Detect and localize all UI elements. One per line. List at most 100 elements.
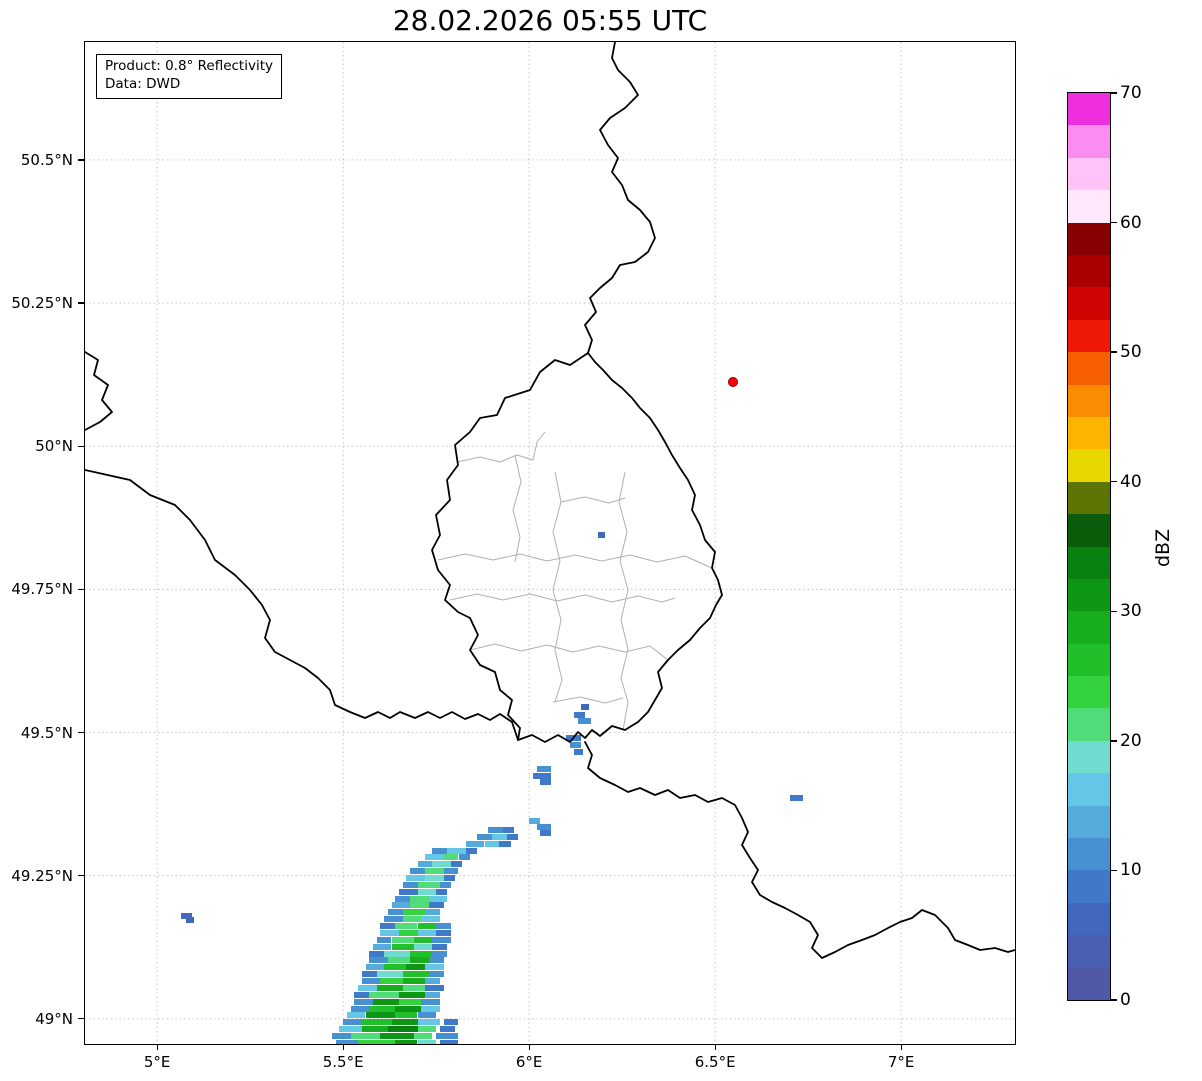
y-tick-mark xyxy=(78,588,84,591)
annotation-box: Product: 0.8° Reflectivity Data: DWD xyxy=(96,54,282,99)
radar-echo xyxy=(428,957,444,964)
map-plot-area: Product: 0.8° Reflectivity Data: DWD xyxy=(84,41,1016,1045)
radar-echo xyxy=(425,909,440,916)
radar-echo xyxy=(417,888,437,895)
radar-echo xyxy=(436,1033,459,1039)
radar-echo xyxy=(346,1012,366,1019)
colorbar-tick-mark xyxy=(1110,92,1117,94)
canton-border-path xyxy=(618,471,629,731)
radar-echo xyxy=(499,840,511,847)
colorbar-band xyxy=(1068,838,1110,870)
radar-echo xyxy=(391,936,414,943)
radar-echo-layer xyxy=(85,42,1015,1044)
radar-echo xyxy=(577,718,591,725)
radar-echo xyxy=(402,909,425,916)
y-tick-mark xyxy=(78,302,84,304)
radar-echo xyxy=(443,868,459,875)
canton-border-path xyxy=(512,454,522,563)
radar-echo xyxy=(384,916,403,923)
y-tick-mark xyxy=(78,445,84,447)
annotation-source-line: Data: DWD xyxy=(105,75,181,92)
canton-borders xyxy=(437,431,713,731)
x-tick-mark xyxy=(900,1044,902,1050)
colorbar-tick-label: 10 xyxy=(1120,860,1142,881)
radar-echo xyxy=(506,833,518,840)
radar-echo xyxy=(428,902,444,909)
canton-border-path xyxy=(449,593,676,603)
radar-echo xyxy=(536,824,552,830)
colorbar-band xyxy=(1068,190,1110,223)
x-tick-mark xyxy=(714,1044,716,1050)
radar-echo xyxy=(365,964,385,971)
radar-echo xyxy=(391,902,411,909)
colorbar-band xyxy=(1068,741,1110,773)
colorbar-tick-mark xyxy=(1110,351,1117,353)
radar-echo xyxy=(369,957,388,964)
x-tick-label: 6.5°E xyxy=(694,1053,736,1071)
belgian-french-border-path xyxy=(85,469,519,741)
radar-echo xyxy=(186,917,194,924)
radar-echo xyxy=(540,779,552,786)
y-tick-label: 49.75°N xyxy=(11,580,73,599)
radar-echo xyxy=(365,1012,396,1019)
radar-echo xyxy=(492,833,507,840)
radar-echo xyxy=(413,936,433,943)
colorbar-tick-label: 20 xyxy=(1120,730,1142,751)
radar-echo xyxy=(443,1019,459,1026)
radar-echo xyxy=(332,1033,351,1039)
colorbar-band xyxy=(1068,352,1110,385)
radar-echo xyxy=(598,532,606,538)
radar-echo xyxy=(384,964,407,971)
annotation-product-line: Product: 0.8° Reflectivity xyxy=(105,58,273,74)
radar-echo xyxy=(354,998,373,1005)
colorbar-band xyxy=(1068,223,1110,255)
canton-border-path xyxy=(552,471,563,703)
radar-echo xyxy=(384,950,411,957)
radar-echo xyxy=(376,984,403,991)
colorbar-tick-mark xyxy=(1110,869,1117,872)
colorbar-band xyxy=(1068,482,1110,514)
radar-echo xyxy=(436,929,452,936)
radar-echo xyxy=(369,950,385,957)
y-tick-label: 49°N xyxy=(35,1009,73,1028)
x-tick-label: 5.5°E xyxy=(322,1053,364,1071)
y-tick-mark xyxy=(78,1018,84,1020)
radar-echo xyxy=(413,943,433,950)
french-german-border-path xyxy=(584,741,1015,959)
y-tick-label: 50.25°N xyxy=(11,294,73,313)
radar-echo xyxy=(358,984,377,991)
radar-echo xyxy=(581,703,589,710)
radar-echo xyxy=(421,916,440,923)
radar-echo xyxy=(425,868,444,875)
colorbar-band xyxy=(1068,579,1110,611)
y-tick-label: 49.5°N xyxy=(20,723,73,742)
radar-echo xyxy=(361,1026,388,1033)
radar-echo xyxy=(380,978,403,984)
colorbar-band xyxy=(1068,806,1110,838)
colorbar-band xyxy=(1068,644,1110,676)
radar-echo xyxy=(447,847,466,854)
radar-echo xyxy=(335,1039,358,1044)
radar-echo xyxy=(402,978,425,984)
radar-echo xyxy=(439,1026,455,1033)
canton-border-path xyxy=(437,553,713,569)
radar-echo xyxy=(417,1012,437,1019)
colorbar-band xyxy=(1068,93,1110,125)
colorbar-band xyxy=(1068,870,1110,903)
radar-echo xyxy=(529,818,541,825)
y-tick-mark xyxy=(78,731,84,734)
radar-echo xyxy=(417,923,437,930)
y-tick-label: 50°N xyxy=(35,437,73,456)
radar-echo xyxy=(425,875,444,881)
colorbar-band xyxy=(1068,708,1110,741)
radar-echo xyxy=(417,929,437,936)
radar-echo xyxy=(387,957,411,964)
colorbar-band xyxy=(1068,611,1110,644)
radar-echo xyxy=(425,984,444,991)
radar-echo xyxy=(361,978,381,984)
radar-echo xyxy=(343,1019,362,1026)
radar-echo xyxy=(387,909,403,916)
radar-echo xyxy=(376,971,403,978)
radar-echo xyxy=(395,1039,418,1044)
